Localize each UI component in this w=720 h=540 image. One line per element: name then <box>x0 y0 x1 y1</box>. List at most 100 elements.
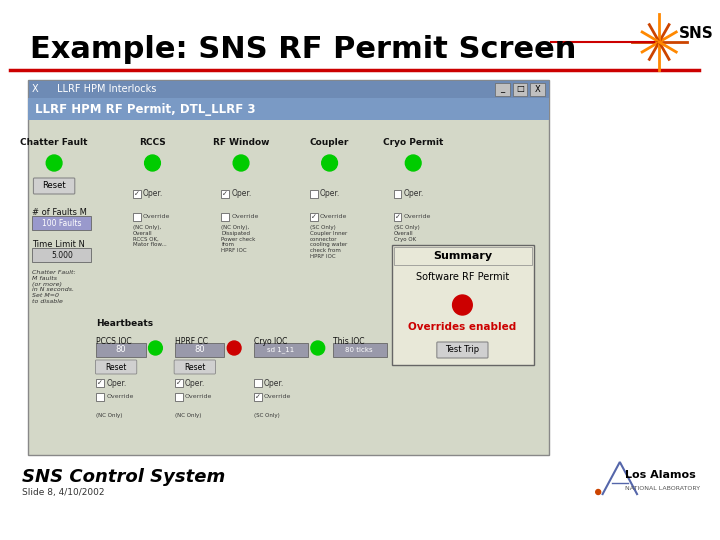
Text: LLRF HPM Interlocks: LLRF HPM Interlocks <box>57 84 156 94</box>
Bar <box>310 190 318 198</box>
Bar <box>333 343 387 357</box>
Text: Los Alamos: Los Alamos <box>625 470 696 480</box>
Text: ✓: ✓ <box>311 214 317 220</box>
Text: Example: SNS RF Permit Screen: Example: SNS RF Permit Screen <box>30 35 576 64</box>
Text: □: □ <box>516 84 524 93</box>
Bar <box>132 213 140 221</box>
Bar <box>32 248 91 262</box>
Circle shape <box>595 489 600 495</box>
Circle shape <box>311 341 325 355</box>
Bar <box>175 379 183 387</box>
Text: Cryo IOC: Cryo IOC <box>254 337 287 346</box>
Text: (NC Only): (NC Only) <box>175 413 202 418</box>
Text: Reset: Reset <box>42 180 66 190</box>
FancyBboxPatch shape <box>174 360 215 374</box>
Bar <box>394 190 402 198</box>
Text: 5.000: 5.000 <box>51 251 73 260</box>
Text: PCCS IOC: PCCS IOC <box>96 337 132 346</box>
Text: Time Limit N: Time Limit N <box>32 240 86 249</box>
Text: Oper.: Oper. <box>403 190 423 199</box>
Text: X: X <box>32 84 38 94</box>
Text: (SC Only)
Overall
Cryo OK: (SC Only) Overall Cryo OK <box>394 225 419 241</box>
Bar <box>132 190 140 198</box>
Text: Chatter Fault:
M faults
(or more)
in N seconds.
Set M=0
to disable: Chatter Fault: M faults (or more) in N s… <box>32 270 76 304</box>
Text: Cryo Permit: Cryo Permit <box>383 138 444 147</box>
Text: Override: Override <box>185 395 212 400</box>
Bar <box>27 80 549 98</box>
Bar <box>513 83 527 96</box>
Text: Slide 8, 4/10/2002: Slide 8, 4/10/2002 <box>22 488 104 497</box>
Text: This IOC: This IOC <box>333 337 364 346</box>
Bar <box>394 247 532 265</box>
Text: ✓: ✓ <box>176 380 182 386</box>
Text: Oper.: Oper. <box>264 379 284 388</box>
Text: 80: 80 <box>194 346 205 354</box>
Text: Software RF Permit: Software RF Permit <box>415 272 509 282</box>
Circle shape <box>228 341 241 355</box>
Text: (SC Only): (SC Only) <box>254 413 279 418</box>
Text: Oper.: Oper. <box>231 190 251 199</box>
Bar <box>96 343 145 357</box>
Circle shape <box>453 295 472 315</box>
Bar <box>96 393 104 401</box>
Text: _: _ <box>500 84 505 93</box>
Text: Reset: Reset <box>105 362 127 372</box>
Bar <box>27 98 549 120</box>
Text: (SC Only)
Coupler Inner
connector
cooling water
check from
HPRF IOC: (SC Only) Coupler Inner connector coolin… <box>310 225 347 259</box>
Bar <box>221 213 229 221</box>
Circle shape <box>46 155 62 171</box>
Text: Oper.: Oper. <box>143 190 163 199</box>
Text: ✓: ✓ <box>255 394 261 400</box>
Text: Coupler: Coupler <box>310 138 349 147</box>
Text: ✓: ✓ <box>134 191 140 197</box>
Circle shape <box>322 155 338 171</box>
Text: Reset: Reset <box>184 362 205 372</box>
Text: Override: Override <box>231 214 258 219</box>
Text: Override: Override <box>320 214 347 219</box>
Text: (NC Only): (NC Only) <box>96 413 123 418</box>
Text: ✓: ✓ <box>395 214 400 220</box>
Text: Override: Override <box>107 395 134 400</box>
Text: (NC Only),
Overall
RCCS OK,
Mator flow...: (NC Only), Overall RCCS OK, Mator flow..… <box>132 225 166 247</box>
Text: Oper.: Oper. <box>185 379 205 388</box>
Bar <box>96 379 104 387</box>
Bar <box>221 190 229 198</box>
Text: # of Faults M: # of Faults M <box>32 208 87 217</box>
Text: SNS: SNS <box>679 26 714 42</box>
Bar <box>310 213 318 221</box>
FancyBboxPatch shape <box>96 360 137 374</box>
Bar <box>175 343 225 357</box>
Text: X: X <box>535 84 541 93</box>
Bar <box>495 83 510 96</box>
Bar <box>392 245 534 365</box>
Text: Oper.: Oper. <box>107 379 127 388</box>
Circle shape <box>233 155 249 171</box>
Text: (NC Only),
Dissipated
Power check
from
HPRF IOC: (NC Only), Dissipated Power check from H… <box>221 225 256 253</box>
Text: Override: Override <box>264 395 291 400</box>
Text: 80 ticks: 80 ticks <box>346 347 373 353</box>
Text: Overrides enabled: Overrides enabled <box>408 322 516 332</box>
Text: NATIONAL LABORATORY: NATIONAL LABORATORY <box>625 485 700 490</box>
Text: Heartbeats: Heartbeats <box>96 319 153 327</box>
Text: Summary: Summary <box>433 251 492 261</box>
Text: Override: Override <box>403 214 431 219</box>
Text: Chatter Fault: Chatter Fault <box>20 138 88 147</box>
Text: 100 Faults: 100 Faults <box>42 219 82 227</box>
Bar <box>27 80 549 455</box>
Text: RF Window: RF Window <box>213 138 269 147</box>
Text: ✓: ✓ <box>222 191 228 197</box>
Text: 80: 80 <box>116 346 126 354</box>
Text: Test Trip: Test Trip <box>446 346 480 354</box>
Circle shape <box>145 155 161 171</box>
Circle shape <box>405 155 421 171</box>
Bar <box>254 393 261 401</box>
Text: ✓: ✓ <box>97 380 103 386</box>
Text: Override: Override <box>143 214 170 219</box>
Bar <box>531 83 545 96</box>
FancyBboxPatch shape <box>33 178 75 194</box>
Bar <box>254 343 308 357</box>
FancyBboxPatch shape <box>437 342 488 358</box>
Bar <box>254 379 261 387</box>
Text: sd 1_11: sd 1_11 <box>267 347 294 353</box>
Text: Oper.: Oper. <box>320 190 340 199</box>
